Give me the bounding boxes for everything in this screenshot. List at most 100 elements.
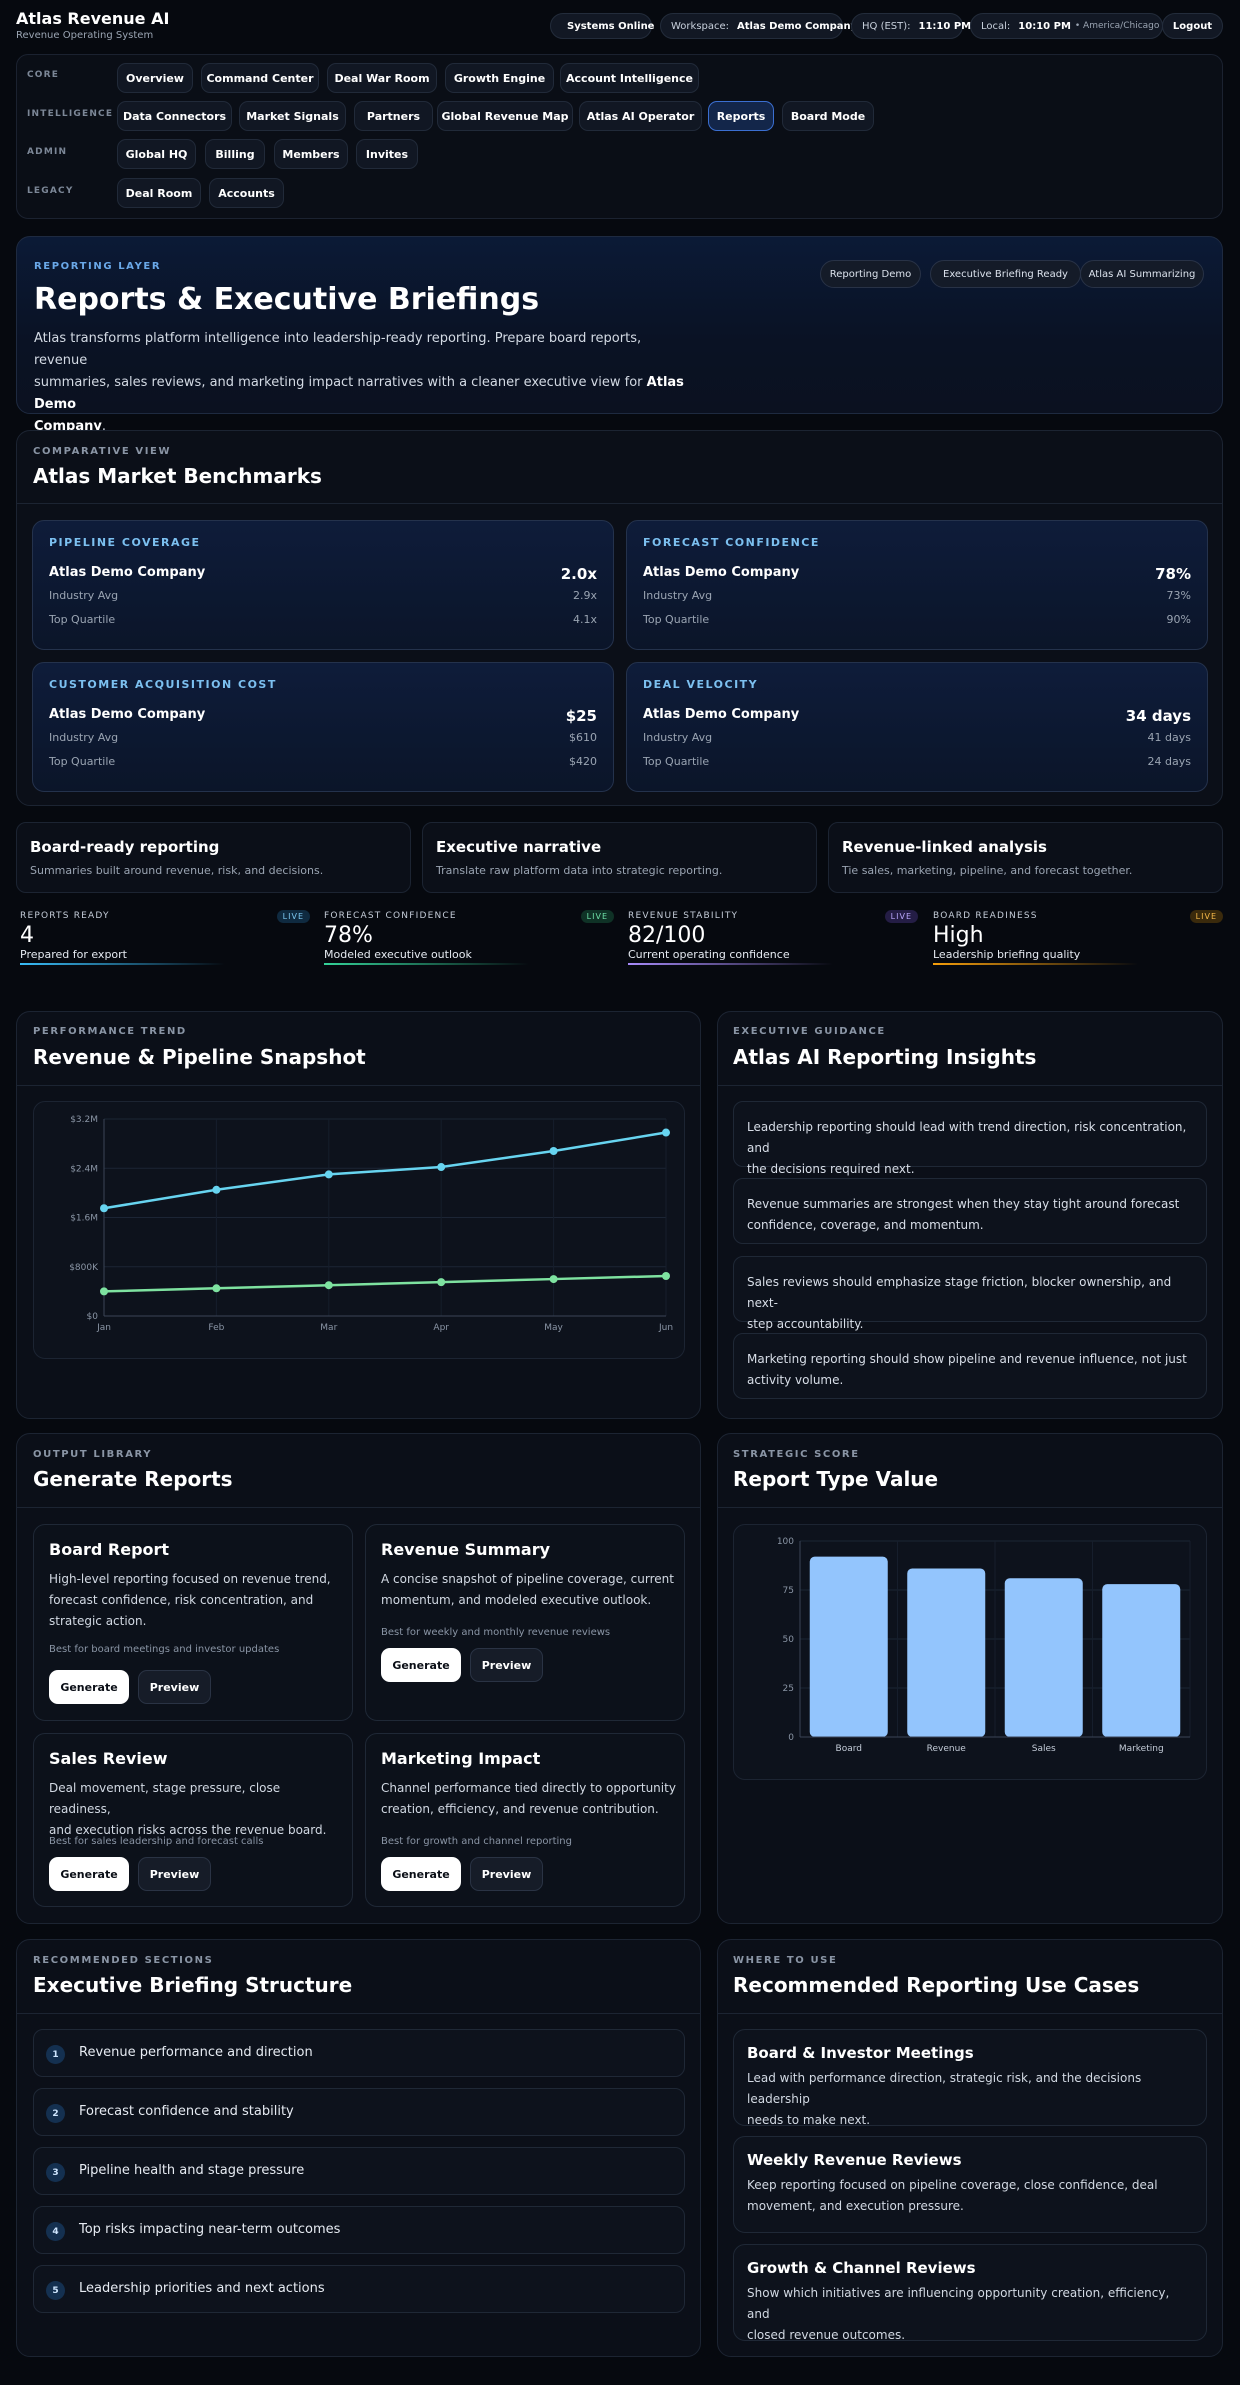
x-tick-label: May — [544, 1323, 563, 1333]
step-text: Revenue performance and direction — [79, 2045, 313, 2060]
nav-partners[interactable]: Partners — [354, 101, 433, 131]
structure-title: Executive Briefing Structure — [33, 1973, 353, 1997]
nav-global-revenue-map[interactable]: Global Revenue Map — [437, 101, 573, 131]
report-description: High-level reporting focused on revenue … — [49, 1569, 344, 1632]
data-point — [549, 1275, 558, 1284]
benchmark-row: Industry Avg 73% — [643, 589, 1191, 602]
briefing-step: 5 Leadership priorities and next actions — [33, 2265, 685, 2313]
benchmark-row-label: Top Quartile — [643, 613, 710, 626]
kpi-accent-line — [628, 963, 833, 965]
nav-market-signals[interactable]: Market Signals — [239, 101, 346, 131]
report-description-line: High-level reporting focused on revenue … — [49, 1572, 331, 1586]
feature-card: Executive narrative Translate raw platfo… — [422, 822, 817, 893]
system-status-label: Systems Online — [567, 20, 655, 32]
nav-overview[interactable]: Overview — [117, 63, 193, 93]
preview-button[interactable]: Preview — [138, 1670, 211, 1704]
data-point — [437, 1163, 446, 1172]
use-case-card: Weekly Revenue Reviews Keep reporting fo… — [733, 2136, 1207, 2233]
library-eyebrow: OUTPUT LIBRARY — [33, 1449, 153, 1460]
bar-chart-frame: 0 25 50 75 100 Board Revenue Sales Marketing — [733, 1524, 1207, 1780]
y-tick-label: 0 — [788, 1733, 794, 1743]
preview-button[interactable]: Preview — [470, 1648, 543, 1682]
insight-text: Sales reviews should emphasize stage fri… — [747, 1275, 1172, 1310]
nav-command-center[interactable]: Command Center — [201, 63, 319, 93]
use-case-card: Growth & Channel Reviews Show which init… — [733, 2244, 1207, 2342]
series-line-1 — [103, 1131, 667, 1210]
step-number: 1 — [46, 2045, 65, 2064]
report-card-marketing: Marketing Impact Channel performance tie… — [365, 1733, 685, 1907]
bar-revenue — [907, 1568, 986, 1737]
report-description: Deal movement, stage pressure, close rea… — [49, 1778, 344, 1841]
preview-button[interactable]: Preview — [470, 1857, 543, 1891]
data-point — [324, 1281, 333, 1290]
insight-text: Marketing reporting should show pipeline… — [747, 1352, 1187, 1366]
kpi-accent-line — [324, 963, 529, 965]
nav-data-connectors[interactable]: Data Connectors — [117, 101, 232, 131]
usecases-divider — [718, 2013, 1222, 2014]
benchmark-row: Top Quartile 90% — [643, 613, 1191, 626]
nav-members[interactable]: Members — [274, 139, 348, 169]
revenue-pipeline-line-chart: $0 $800K $1.6M $2.4M $3.2M Jan Feb Mar Apr May Jun — [69, 1115, 673, 1333]
use-case-description-line: needs to make next. — [747, 2113, 871, 2127]
insight-item: Marketing reporting should show pipeline… — [733, 1333, 1207, 1399]
nav-reports[interactable]: Reports — [708, 101, 774, 131]
structure-eyebrow: RECOMMENDED SECTIONS — [33, 1955, 214, 1966]
benchmark-card: PIPELINE COVERAGE Atlas Demo Company 2.0x… — [32, 520, 614, 650]
benchmark-row-value: $420 — [569, 755, 597, 768]
nav-invites[interactable]: Invites — [356, 139, 418, 169]
app-subtitle: Revenue Operating System — [16, 30, 154, 41]
nav-billing[interactable]: Billing — [205, 139, 265, 169]
hq-time-label: HQ (EST): — [862, 20, 911, 32]
data-point — [549, 1147, 558, 1156]
bar-marketing — [1102, 1584, 1181, 1737]
guidance-divider — [718, 1085, 1222, 1086]
nav-board-mode[interactable]: Board Mode — [782, 101, 874, 131]
use-case-description-line: Keep reporting focused on pipeline cover… — [747, 2178, 1158, 2192]
kpi-board-readiness: BOARD READINESS High Leadership briefing… — [933, 907, 1223, 967]
workspace-pill[interactable]: Workspace: Atlas Demo Company — [660, 13, 857, 39]
use-case-description: Lead with performance direction, strateg… — [747, 2068, 1192, 2131]
generate-button[interactable]: Generate — [381, 1648, 461, 1682]
nav-deal-room[interactable]: Deal Room — [117, 178, 201, 208]
preview-button[interactable]: Preview — [138, 1857, 211, 1891]
use-case-title: Board & Investor Meetings — [747, 2044, 974, 2062]
nav-atlas-ai-operator[interactable]: Atlas AI Operator — [579, 101, 702, 131]
nav-section-intelligence: INTELLIGENCE — [27, 109, 114, 119]
benchmark-row-label: Industry Avg — [643, 731, 713, 744]
x-tick-label: Sales — [1032, 1744, 1056, 1754]
feature-description: Tie sales, marketing, pipeline, and fore… — [842, 864, 1133, 877]
insight-text: the decisions required next. — [747, 1162, 915, 1176]
benchmark-card: CUSTOMER ACQUISITION COST Atlas Demo Com… — [32, 662, 614, 792]
benchmark-row-label: Atlas Demo Company — [49, 707, 206, 722]
generate-button[interactable]: Generate — [49, 1857, 129, 1891]
generate-button[interactable]: Generate — [49, 1670, 129, 1704]
benchmark-row: Top Quartile 24 days — [643, 755, 1191, 768]
kpi-accent-line — [20, 963, 225, 965]
x-tick-label: Apr — [433, 1323, 449, 1333]
report-description-line: momentum, and modeled executive outlook. — [381, 1593, 652, 1607]
nav-deal-war-room[interactable]: Deal War Room — [327, 63, 437, 93]
report-note: Best for growth and channel reporting — [381, 1836, 572, 1847]
briefing-step: 3 Pipeline health and stage pressure — [33, 2147, 685, 2195]
nav-global-hq[interactable]: Global HQ — [117, 139, 196, 169]
report-note: Best for weekly and monthly revenue revi… — [381, 1627, 611, 1638]
hero-description: Atlas transforms platform intelligence i… — [34, 328, 694, 438]
kpi-value: 4 — [20, 923, 34, 948]
benchmark-row-label: Top Quartile — [49, 755, 116, 768]
benchmark-row-value: 24 days — [1147, 755, 1191, 768]
report-title: Revenue Summary — [381, 1540, 551, 1559]
generate-button[interactable]: Generate — [381, 1857, 461, 1891]
nav-account-intelligence[interactable]: Account Intelligence — [560, 63, 699, 93]
bar-board — [809, 1556, 888, 1737]
report-description-line: Deal movement, stage pressure, close rea… — [49, 1781, 281, 1816]
nav-growth-engine[interactable]: Growth Engine — [445, 63, 554, 93]
use-case-description: Keep reporting focused on pipeline cover… — [747, 2175, 1192, 2217]
step-number: 3 — [46, 2163, 65, 2182]
use-case-description-line: closed revenue outcomes. — [747, 2328, 906, 2342]
briefing-step: 4 Top risks impacting near-term outcomes — [33, 2206, 685, 2254]
nav-accounts[interactable]: Accounts — [209, 178, 284, 208]
benchmark-row-label: Industry Avg — [643, 589, 713, 602]
logout-button[interactable]: Logout — [1162, 13, 1223, 39]
benchmark-row-value: 41 days — [1147, 731, 1191, 744]
hero-company-name: Atlas Demo — [34, 375, 684, 412]
